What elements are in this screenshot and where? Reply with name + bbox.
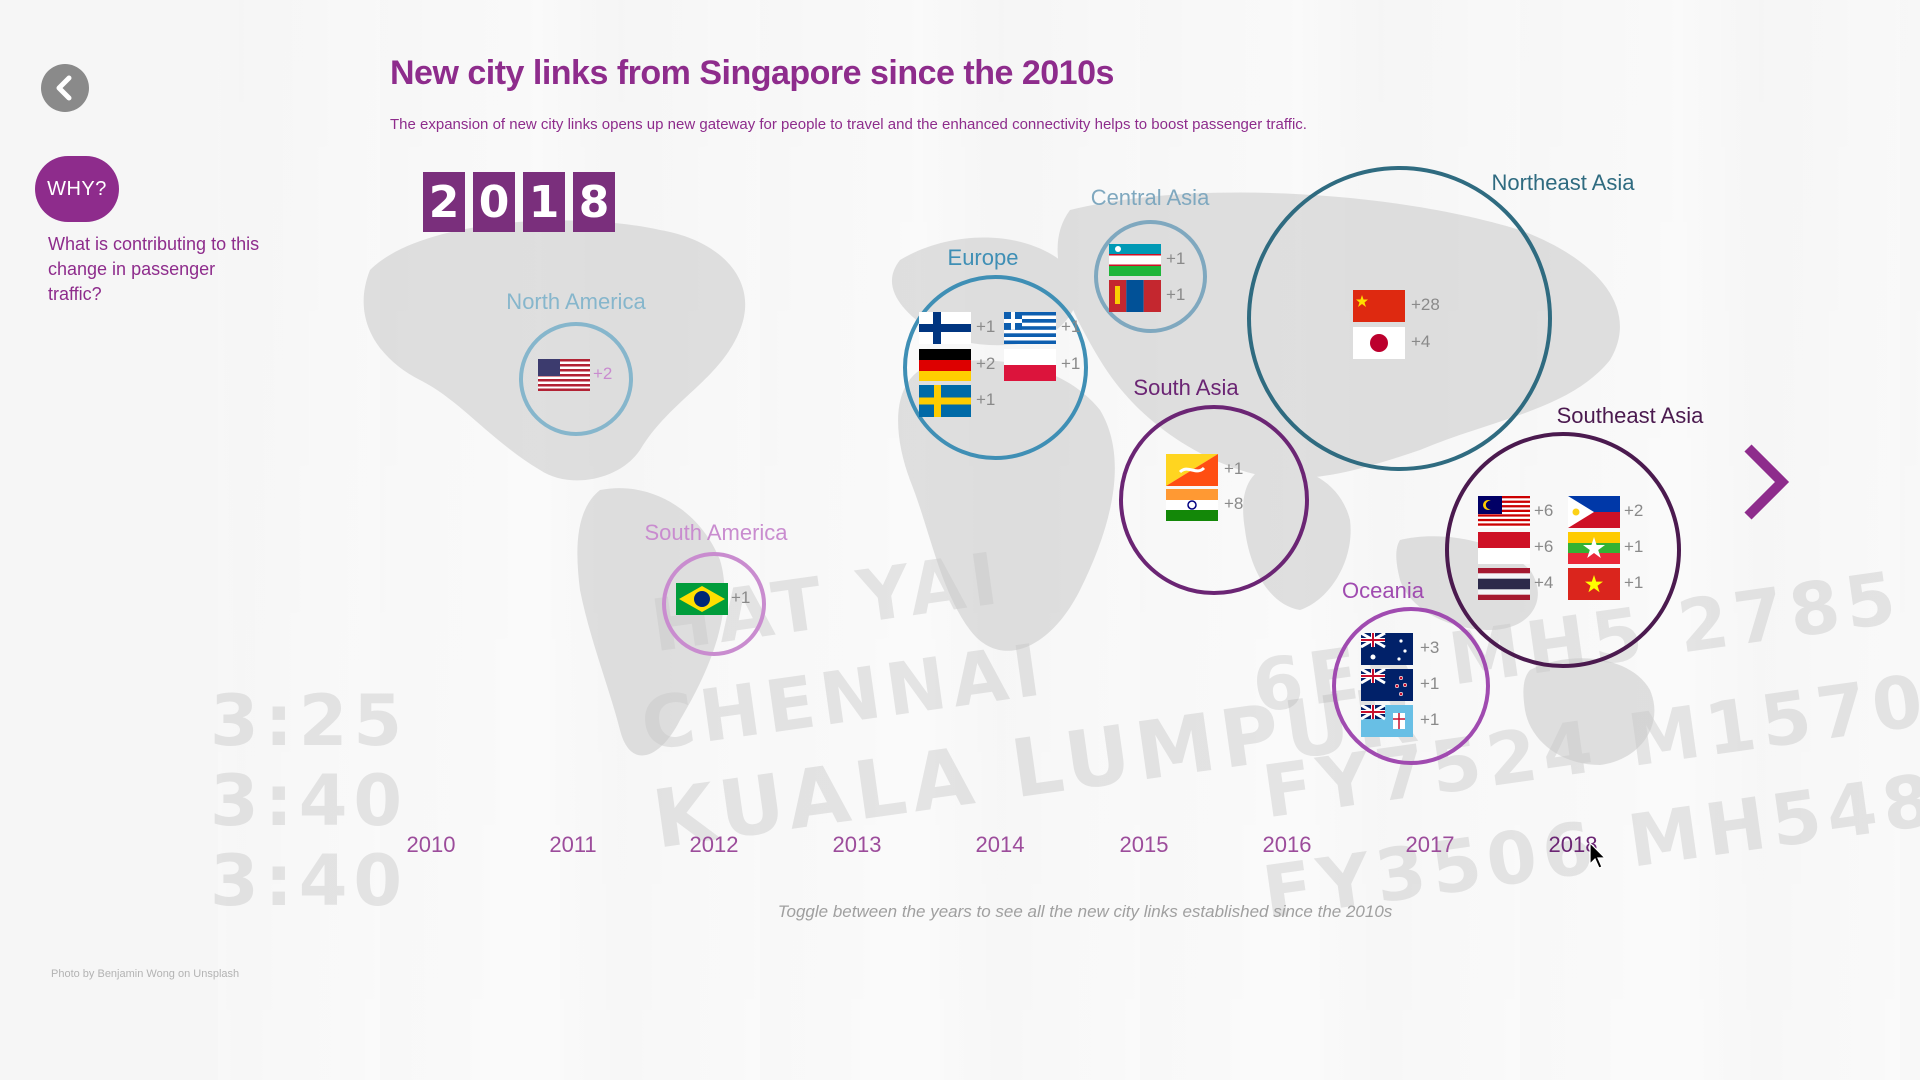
flag-count: +1 xyxy=(1420,674,1440,693)
year-option-2014[interactable]: 2014 xyxy=(975,832,1025,857)
region-label-europe: Europe xyxy=(947,245,1019,270)
mouse-pointer-icon xyxy=(1589,842,1607,869)
year-timeline: 2010 2011 2012 2013 2014 2015 2016 2017 … xyxy=(400,832,1630,862)
why-description: What is contributing to this change in p… xyxy=(48,234,260,304)
region-bubble-northeast-asia[interactable] xyxy=(1247,166,1552,471)
flag-thailand-icon xyxy=(1478,568,1530,600)
region-bubble-oceania[interactable] xyxy=(1332,607,1490,765)
flag-count: +1 xyxy=(1224,459,1244,478)
flag-count: +2 xyxy=(976,354,996,373)
flag-poland-icon xyxy=(1004,349,1056,381)
toggle-hint: Toggle between the years to see all the … xyxy=(777,902,1393,921)
flag-mongolia-icon xyxy=(1109,280,1161,312)
flag-count: +4 xyxy=(1534,573,1554,592)
flag-germany-icon xyxy=(919,349,971,381)
page-subtitle: The expansion of new city links opens up… xyxy=(390,116,1307,133)
year-option-2017[interactable]: 2017 xyxy=(1405,832,1455,857)
flag-count: +1 xyxy=(1061,354,1081,373)
year-option-2013[interactable]: 2013 xyxy=(832,832,882,857)
flag-count: +1 xyxy=(976,317,996,336)
photo-credit: Photo by Benjamin Wong on Unsplash xyxy=(51,968,240,980)
region-label-north-america: North America xyxy=(506,289,646,314)
flag-malaysia-icon xyxy=(1478,496,1530,528)
chevron-left-icon xyxy=(56,75,72,101)
flag-count: +1 xyxy=(1166,249,1186,268)
region-bubble-southeast-asia[interactable] xyxy=(1445,432,1681,668)
flag-finland-icon xyxy=(919,312,971,344)
region-bubble-south-asia[interactable] xyxy=(1119,405,1309,595)
flag-india-icon xyxy=(1166,489,1218,521)
back-button[interactable] xyxy=(41,64,89,112)
flag-greece-icon xyxy=(1004,312,1056,344)
flag-sweden-icon xyxy=(919,385,971,417)
year-option-2012[interactable]: 2012 xyxy=(689,832,739,857)
region-label-southeast-asia: Southeast Asia xyxy=(1556,403,1704,428)
flag-count: +8 xyxy=(1224,494,1244,513)
flag-brazil-icon xyxy=(676,583,728,615)
flag-count: +4 xyxy=(1411,332,1431,351)
year-option-2018[interactable]: 2018 xyxy=(1548,832,1598,857)
flag-new-zealand-icon xyxy=(1361,669,1413,701)
flag-australia-icon xyxy=(1361,633,1413,665)
flag-count: +1 xyxy=(1420,710,1440,729)
flag-count: +1 xyxy=(1624,537,1644,556)
flag-philippines-icon xyxy=(1568,496,1620,528)
flag-indonesia-icon xyxy=(1478,532,1530,564)
background-board-text: 3:25 xyxy=(210,680,409,762)
flag-fiji-icon xyxy=(1361,705,1413,737)
year-option-2015[interactable]: 2015 xyxy=(1119,832,1169,857)
flag-china-icon xyxy=(1353,290,1405,322)
region-bubble-central-asia[interactable] xyxy=(1094,220,1207,333)
flag-count: +28 xyxy=(1411,295,1440,314)
flag-united-states-icon xyxy=(538,359,590,391)
why-button[interactable]: WHY? xyxy=(35,156,119,222)
flag-count: +1 xyxy=(1061,317,1081,336)
flag-count: +1 xyxy=(1166,285,1186,304)
region-label-south-america: South America xyxy=(644,520,788,545)
chevron-right-icon[interactable] xyxy=(1740,442,1790,522)
flag-myanmar-icon xyxy=(1568,532,1620,564)
flag-uzbekistan-icon xyxy=(1109,244,1161,276)
region-bubble-europe[interactable] xyxy=(903,275,1088,460)
flag-count: +6 xyxy=(1534,501,1554,520)
year-option-2010[interactable]: 2010 xyxy=(406,832,456,857)
region-label-oceania: Oceania xyxy=(1342,578,1424,603)
region-bubble-south-america[interactable] xyxy=(662,552,766,656)
region-label-central-asia: Central Asia xyxy=(1090,185,1210,210)
region-label-northeast-asia: Northeast Asia xyxy=(1491,170,1635,195)
flag-japan-icon xyxy=(1353,327,1405,359)
region-label-south-asia: South Asia xyxy=(1133,375,1239,400)
flag-count: +2 xyxy=(593,364,613,383)
flag-count: +3 xyxy=(1420,638,1440,657)
flag-count: +6 xyxy=(1534,537,1554,556)
flag-bhutan-icon xyxy=(1166,454,1218,486)
year-digit: 0 xyxy=(473,172,515,232)
flag-count: +1 xyxy=(1624,573,1644,592)
year-option-2011[interactable]: 2011 xyxy=(549,832,597,857)
background-board-text: 3:40 xyxy=(210,840,409,922)
flag-count: +1 xyxy=(976,390,996,409)
year-digit: 1 xyxy=(523,172,565,232)
year-option-2016[interactable]: 2016 xyxy=(1262,832,1312,857)
page-title: New city links from Singapore since the … xyxy=(390,54,1114,92)
background-board-text: 3:40 xyxy=(210,760,409,842)
flag-vietnam-icon xyxy=(1568,568,1620,600)
region-bubble-north-america[interactable] xyxy=(519,322,633,436)
year-digit: 8 xyxy=(573,172,615,232)
year-digit: 2 xyxy=(423,172,465,232)
flag-count: +1 xyxy=(731,588,751,607)
flag-count: +2 xyxy=(1624,501,1644,520)
year-display: 2 0 1 8 xyxy=(423,172,615,232)
